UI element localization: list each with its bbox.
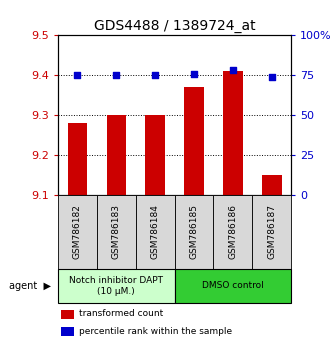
Text: GSM786184: GSM786184 [151,204,160,259]
Text: agent  ▶: agent ▶ [9,281,51,291]
Bar [145,115,165,195]
Text: transformed count: transformed count [79,309,164,319]
Point [153,72,158,78]
Text: GSM786185: GSM786185 [190,204,199,259]
Text: GSM786182: GSM786182 [73,204,82,259]
Title: GDS4488 / 1389724_at: GDS4488 / 1389724_at [94,19,256,33]
Point [269,74,274,80]
Text: GSM786186: GSM786186 [228,204,237,259]
Text: Notch inhibitor DAPT
(10 μM.): Notch inhibitor DAPT (10 μM.) [69,276,163,296]
Text: GSM786187: GSM786187 [267,204,276,259]
Bar [223,71,243,195]
Point [75,72,80,78]
Point [191,71,197,76]
Text: DMSO control: DMSO control [202,281,264,290]
Text: GSM786183: GSM786183 [112,204,121,259]
Bar [184,87,204,195]
Text: percentile rank within the sample: percentile rank within the sample [79,327,233,336]
Bar [107,115,126,195]
Point [230,68,236,73]
Bar [68,123,87,195]
Point [114,72,119,78]
Bar [262,175,282,195]
